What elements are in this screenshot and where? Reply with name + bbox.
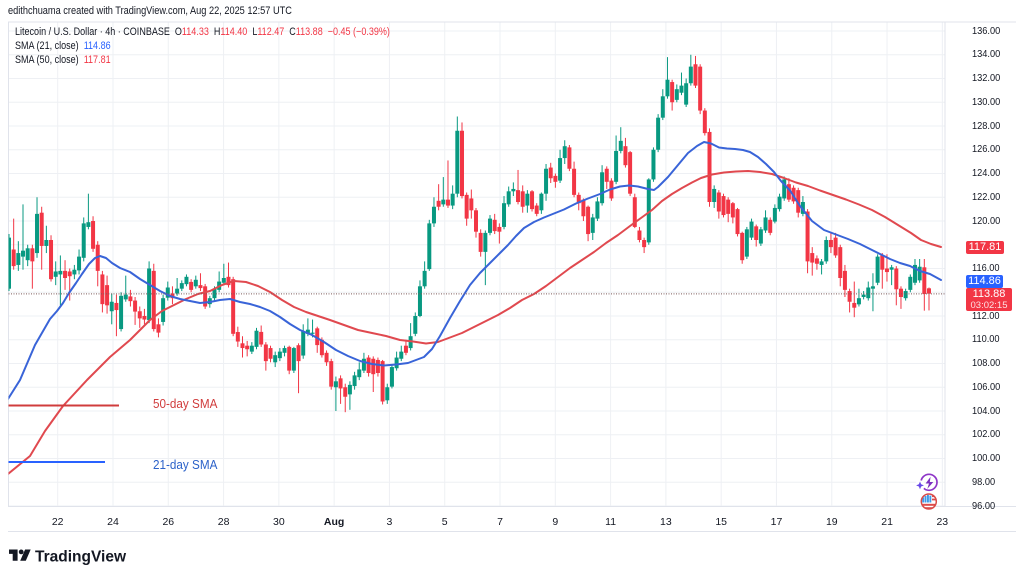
svg-text:TradingView: TradingView <box>35 549 127 566</box>
